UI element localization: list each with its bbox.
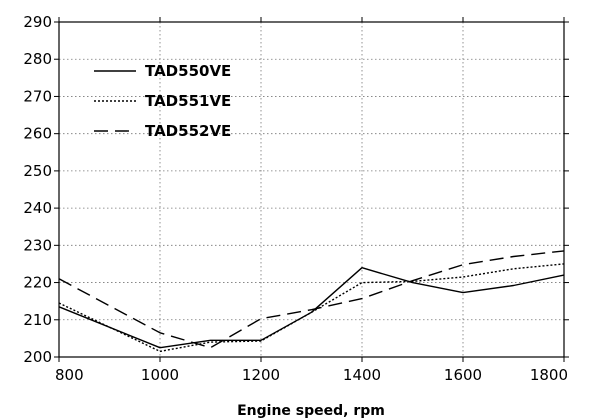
y-tick-label: 230 bbox=[23, 236, 52, 254]
x-tick-label: 1800 bbox=[530, 366, 568, 384]
y-tick-label: 210 bbox=[23, 311, 52, 329]
legend-label-tad552ve: TAD552VE bbox=[145, 122, 231, 140]
plot-frame bbox=[58, 21, 565, 358]
y-tick-label: 260 bbox=[23, 125, 52, 143]
y-tick-label: 240 bbox=[23, 199, 52, 217]
series-line-tad550ve bbox=[58, 267, 565, 349]
x-tick-label: 800 bbox=[55, 366, 84, 384]
series-line-tad552ve bbox=[58, 250, 565, 349]
grid bbox=[59, 22, 564, 357]
x-axis-title: Engine speed, rpm bbox=[237, 403, 385, 419]
y-tick-label: 200 bbox=[23, 348, 52, 366]
y-tick-label: 280 bbox=[23, 50, 52, 68]
x-tick-label: 1600 bbox=[444, 366, 482, 384]
legend-label-tad551ve: TAD551VE bbox=[145, 92, 231, 110]
y-tick-label: 220 bbox=[23, 274, 52, 292]
series-lines bbox=[58, 250, 565, 353]
y-tick-label: 270 bbox=[23, 87, 52, 105]
y-tick-label: 290 bbox=[23, 13, 52, 31]
legend-label-tad550ve: TAD550VE bbox=[145, 62, 231, 80]
x-tick-label: 1200 bbox=[242, 366, 280, 384]
axis-ticks: 200 210 220 230 240 250 260 270 280 290 800 1000 120… bbox=[23, 13, 569, 384]
x-tick-label: 1000 bbox=[141, 366, 179, 384]
y-tick-label: 250 bbox=[23, 162, 52, 180]
x-tick-label: 1400 bbox=[343, 366, 381, 384]
series-line-tad551ve bbox=[58, 263, 565, 353]
legend: TAD550VE TAD551VE TAD552VE bbox=[94, 62, 231, 140]
